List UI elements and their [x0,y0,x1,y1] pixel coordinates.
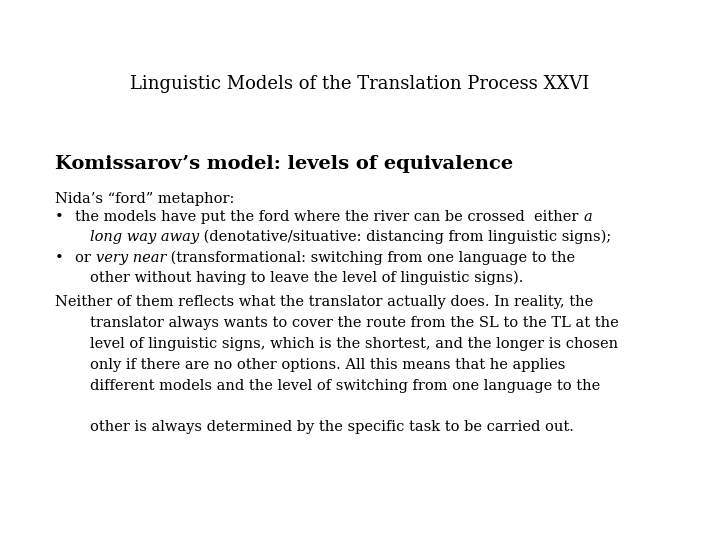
Text: long way away: long way away [90,230,199,244]
Text: (transformational: switching from one language to the: (transformational: switching from one la… [166,251,575,265]
Text: Linguistic Models of the Translation Process XXVI: Linguistic Models of the Translation Pro… [130,75,590,93]
Text: Nida’s “ford” metaphor:: Nida’s “ford” metaphor: [55,192,235,206]
Text: very near: very near [96,251,166,265]
Text: level of linguistic signs, which is the shortest, and the longer is chosen: level of linguistic signs, which is the … [90,337,618,351]
Text: only if there are no other options. All this means that he applies: only if there are no other options. All … [90,358,565,372]
Text: translator always wants to cover the route from the SL to the TL at the: translator always wants to cover the rou… [90,316,618,330]
Text: •: • [55,251,64,265]
Text: the models have put the ford where the river can be crossed  either: the models have put the ford where the r… [75,210,583,224]
Text: different models and the level of switching from one language to the: different models and the level of switch… [90,379,600,393]
Text: other is always determined by the specific task to be carried out.: other is always determined by the specif… [90,420,574,434]
Text: other without having to leave the level of linguistic signs).: other without having to leave the level … [90,271,523,286]
Text: •: • [55,210,64,224]
Text: or: or [75,251,96,265]
Text: a: a [583,210,592,224]
Text: Komissarov’s model: levels of equivalence: Komissarov’s model: levels of equivalenc… [55,155,513,173]
Text: (denotative/situative: distancing from linguistic signs);: (denotative/situative: distancing from l… [199,230,611,245]
Text: Neither of them reflects what the translator actually does. In reality, the: Neither of them reflects what the transl… [55,295,593,309]
